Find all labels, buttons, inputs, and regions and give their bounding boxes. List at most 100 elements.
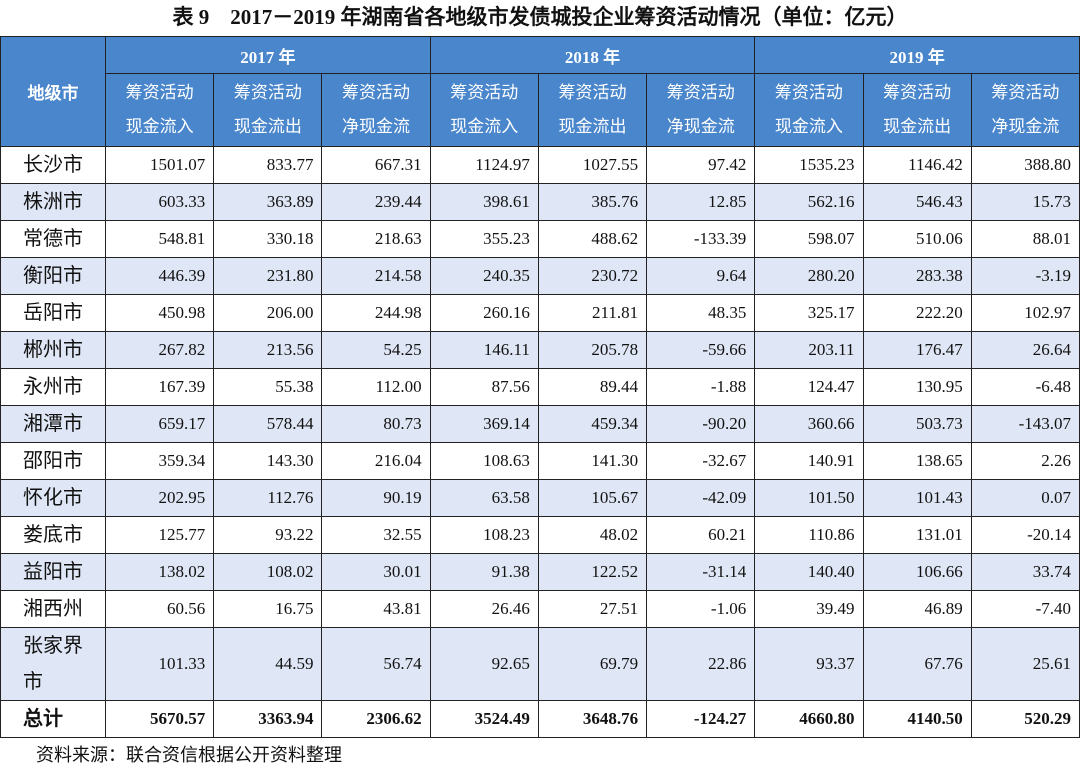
value-cell: 203.11 [754,331,864,369]
sub-header: 筹资活动 现金流出 [537,73,648,147]
value-cell: 546.43 [862,183,972,221]
value-cell: 27.51 [537,590,648,628]
value-cell: 88.01 [970,220,1080,258]
value-cell: 48.02 [537,516,648,554]
value-cell: 398.61 [429,183,539,221]
city-cell: 郴州市 [0,331,106,369]
city-name: 娄底市 [23,524,83,546]
value-cell: 140.40 [754,553,864,591]
value-cell: 176.47 [862,331,972,369]
value-cell: -31.14 [646,553,756,591]
value-cell: 267.82 [104,331,215,369]
value-cell: 231.80 [213,257,323,295]
value-cell: 110.86 [754,516,864,554]
value-cell: 69.79 [537,627,648,701]
sub-header-line: 现金流入 [125,117,194,136]
value-cell: 30.01 [321,553,431,591]
city-name: 郴州市 [23,339,83,361]
value-cell: 562.16 [754,183,864,221]
value-cell: 125.77 [104,516,215,554]
value-cell: 101.33 [104,627,215,701]
table-row: 张家界市 101.33 44.59 56.74 92.65 69.79 22.86 93.37… [0,627,1080,701]
sub-header-line: 净现金流 [666,117,735,136]
sub-header-line: 筹资活动 [774,83,843,102]
city-name: 怀化市 [23,487,83,509]
value-cell: 355.23 [429,220,539,258]
table-row: 湘西州 60.56 16.75 43.81 26.46 27.51 -1.06 39.49 46… [0,590,1080,628]
table-row: 怀化市 202.95 112.76 90.19 63.58 105.67 -42.09 101… [0,479,1080,517]
value-cell: 216.04 [321,442,431,480]
table-row: 娄底市 125.77 93.22 32.55 108.23 48.02 60.21 110.8… [0,516,1080,554]
table-body: 长沙市 1501.07 833.77 667.31 1124.97 1027.55 97.4… [0,146,1080,738]
sub-header-line: 筹资活动 [883,83,952,102]
value-cell: 15.73 [970,183,1080,221]
table-row: 邵阳市 359.34 143.30 216.04 108.63 141.30 -32.67 1… [0,442,1080,480]
sub-header-line: 筹资活动 [125,83,194,102]
sub-header-line: 净现金流 [342,117,411,136]
value-cell: 369.14 [429,405,539,443]
city-name: 株洲市 [23,191,83,213]
value-cell: 32.55 [321,516,431,554]
value-cell: 43.81 [321,590,431,628]
value-cell: 222.20 [862,294,972,332]
city-cell: 娄底市 [0,516,106,554]
city-cell: 怀化市 [0,479,106,517]
table-row: 郴州市 267.82 213.56 54.25 146.11 205.78 -59.66 20… [0,331,1080,369]
value-cell: 146.11 [429,331,539,369]
table-row: 常德市 548.81 330.18 218.63 355.23 488.62 -133.39… [0,220,1080,258]
value-cell: -90.20 [646,405,756,443]
value-cell: 214.58 [321,257,431,295]
value-cell: 89.44 [537,368,648,406]
city-cell: 衡阳市 [0,257,106,295]
value-cell: 488.62 [537,220,648,258]
value-cell: 108.63 [429,442,539,480]
value-cell: 60.56 [104,590,215,628]
value-cell: 39.49 [754,590,864,628]
sub-header-line: 筹资活动 [233,83,302,102]
value-cell: 330.18 [213,220,323,258]
value-cell: 218.63 [321,220,431,258]
value-cell: 16.75 [213,590,323,628]
header-row: 地级市 2017 年 2018 年 2019 年 [0,36,1080,147]
value-cell: 112.76 [213,479,323,517]
data-table: 地级市 2017 年 2018 年 2019 年筹资活动 现金流入 筹资活动 现金流出 筹资活… [0,36,1080,738]
value-cell: -20.14 [970,516,1080,554]
value-cell: 91.38 [429,553,539,591]
city-cell: 永州市 [0,368,106,406]
value-cell: 87.56 [429,368,539,406]
value-cell: 112.00 [321,368,431,406]
value-cell: 459.34 [537,405,648,443]
table-row: 株洲市 603.33 363.89 239.44 398.61 385.76 12.85 56… [0,183,1080,221]
city-name: 衡阳市 [23,265,83,287]
city-name: 岳阳市 [23,302,83,324]
sub-header-line: 筹资活动 [991,83,1060,102]
city-cell: 湘西州 [0,590,106,628]
value-cell: 667.31 [321,146,431,184]
sub-header: 筹资活动 现金流出 [213,73,323,147]
value-cell: 143.30 [213,442,323,480]
value-cell: 97.42 [646,146,756,184]
city-cell: 湘潭市 [0,405,106,443]
year-header: 2018 年 [429,36,756,74]
value-cell: 130.95 [862,368,972,406]
value-cell: 138.65 [862,442,972,480]
value-cell: 4140.50 [862,700,972,738]
value-cell: 211.81 [537,294,648,332]
value-cell: -143.07 [970,405,1080,443]
city-name: 长沙市 [23,154,83,176]
value-cell: 240.35 [429,257,539,295]
city-name: 张家界市 [23,635,83,693]
table-row: 永州市 167.39 55.38 112.00 87.56 89.44 -1.88 124.4… [0,368,1080,406]
value-cell: 122.52 [537,553,648,591]
table-row: 益阳市 138.02 108.02 30.01 91.38 122.52 -31.14 140… [0,553,1080,591]
value-cell: 503.73 [862,405,972,443]
value-cell: 63.58 [429,479,539,517]
value-cell: 105.67 [537,479,648,517]
city-cell: 益阳市 [0,553,106,591]
sub-header-line: 现金流出 [883,117,952,136]
value-cell: -124.27 [646,700,756,738]
value-cell: 67.76 [862,627,972,701]
value-cell: 363.89 [213,183,323,221]
value-cell: -1.06 [646,590,756,628]
city-cell: 邵阳市 [0,442,106,480]
